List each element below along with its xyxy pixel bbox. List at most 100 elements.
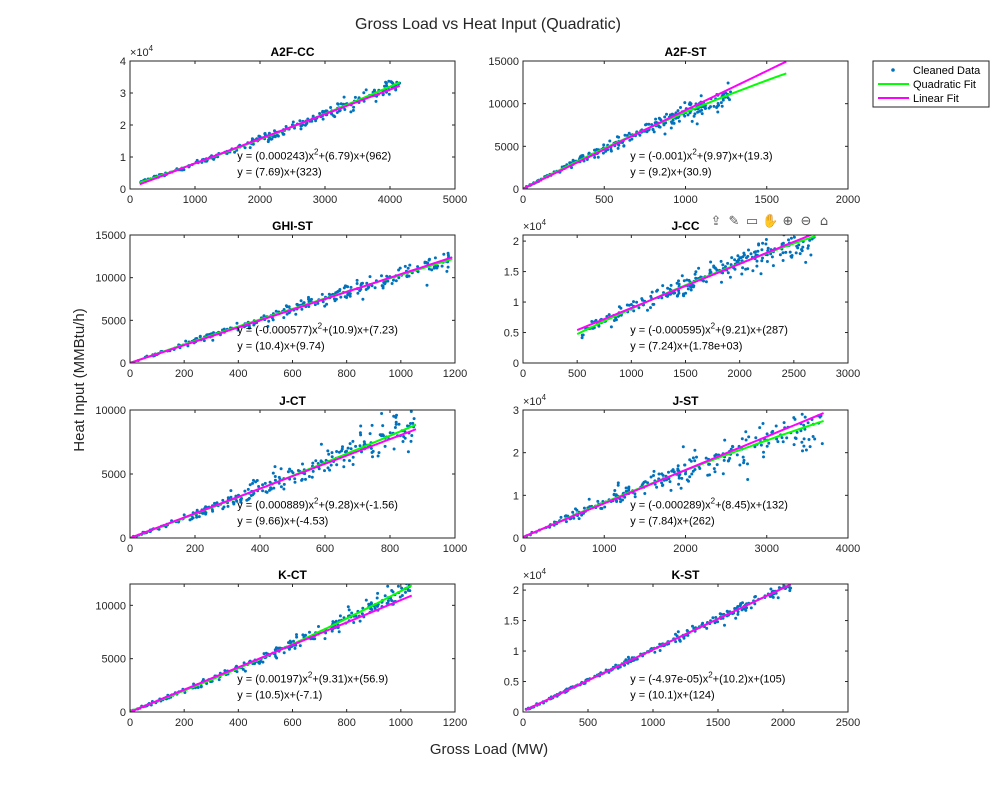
data-point xyxy=(250,137,254,141)
data-point xyxy=(282,316,286,320)
data-point xyxy=(394,420,398,424)
data-point xyxy=(744,430,748,434)
data-point xyxy=(370,423,374,427)
data-point xyxy=(201,511,205,515)
data-point xyxy=(575,508,579,512)
legend-label-cleaned-data: Cleaned Data xyxy=(913,65,981,77)
datatip-icon[interactable]: ▭ xyxy=(745,214,759,229)
data-point xyxy=(211,509,215,513)
data-point xyxy=(359,283,363,287)
home-icon[interactable]: ⌂ xyxy=(819,214,829,229)
data-point xyxy=(676,109,680,113)
data-point xyxy=(375,596,379,600)
data-point xyxy=(696,110,700,114)
x-tick-label: 2000 xyxy=(727,368,751,380)
data-point xyxy=(292,639,295,643)
y-tick-label: 0 xyxy=(120,184,126,196)
data-point xyxy=(395,413,398,417)
data-point xyxy=(676,467,680,471)
x-tick-label: 0 xyxy=(520,194,526,206)
data-point xyxy=(339,102,343,106)
data-point xyxy=(595,148,599,151)
x-tick-label: 600 xyxy=(283,717,301,729)
data-point xyxy=(686,113,690,117)
data-point xyxy=(261,483,265,487)
data-point xyxy=(800,440,804,444)
data-point xyxy=(215,501,219,505)
pan-icon[interactable]: ✋ xyxy=(762,214,779,229)
data-point xyxy=(687,479,690,483)
data-point xyxy=(719,101,723,105)
linear-equation: y = (10.1)x+(124) xyxy=(630,690,714,702)
data-point xyxy=(749,252,753,256)
y-tick-label: 3 xyxy=(120,88,126,100)
data-point xyxy=(195,158,199,162)
data-point xyxy=(272,486,276,490)
data-point xyxy=(736,254,740,258)
data-point xyxy=(649,475,653,479)
data-point xyxy=(195,515,199,519)
data-point xyxy=(295,635,299,639)
data-point xyxy=(714,616,718,619)
brush-icon[interactable]: ✎ xyxy=(728,214,740,229)
data-point xyxy=(221,507,225,511)
data-point xyxy=(217,678,221,682)
data-point xyxy=(628,138,632,142)
data-point xyxy=(738,463,742,467)
data-point xyxy=(614,318,618,322)
data-point xyxy=(762,450,765,454)
data-point xyxy=(335,463,339,467)
data-point xyxy=(746,267,750,271)
data-point xyxy=(212,331,215,335)
zoom-out-icon[interactable]: ⊖ xyxy=(800,214,812,229)
data-point xyxy=(380,274,383,278)
linear-equation: y = (10.4)x+(9.74) xyxy=(237,341,324,353)
data-point xyxy=(313,637,317,641)
data-point xyxy=(433,256,437,260)
data-point xyxy=(683,101,687,105)
data-point xyxy=(655,289,659,293)
data-point xyxy=(753,445,757,449)
data-point xyxy=(794,437,798,440)
data-point xyxy=(235,321,239,325)
data-point xyxy=(235,670,239,674)
data-point xyxy=(681,293,685,297)
data-point xyxy=(406,266,410,270)
data-point xyxy=(774,424,778,428)
data-point xyxy=(627,303,631,307)
data-point xyxy=(674,640,678,644)
axes-toolbar[interactable]: ⇪ ✎ ▭ ✋ ⊕ ⊖ ⌂ xyxy=(708,214,832,230)
data-point xyxy=(374,99,378,103)
y-tick-label: 0 xyxy=(120,533,126,545)
data-point xyxy=(261,660,265,664)
data-point xyxy=(715,268,719,272)
data-point xyxy=(770,255,774,259)
data-point xyxy=(351,455,355,459)
data-point xyxy=(355,282,359,285)
y-tick-label: 1 xyxy=(513,646,519,658)
legend[interactable]: Cleaned Data Quadratic Fit Linear Fit xyxy=(872,60,990,108)
data-point xyxy=(660,481,664,485)
data-point xyxy=(369,446,373,450)
data-point xyxy=(678,638,682,642)
data-point xyxy=(196,686,200,689)
data-point xyxy=(646,481,650,485)
zoom-in-icon[interactable]: ⊕ xyxy=(782,214,794,229)
x-tick-label: 0 xyxy=(127,194,133,206)
data-point xyxy=(348,292,352,296)
data-point xyxy=(625,134,629,137)
export-icon[interactable]: ⇪ xyxy=(710,214,722,229)
data-point xyxy=(318,112,322,115)
data-point xyxy=(349,447,353,451)
data-point xyxy=(348,442,352,446)
data-point xyxy=(645,122,649,126)
data-point xyxy=(355,278,359,282)
quadratic-equation: y = (-0.001)x2+(9.97)x+(19.3) xyxy=(630,148,772,163)
data-point xyxy=(274,309,278,313)
data-point xyxy=(802,437,806,441)
legend-label-linear-fit: Linear Fit xyxy=(913,93,959,105)
data-point xyxy=(380,284,384,288)
data-point xyxy=(248,146,252,150)
data-point xyxy=(603,505,607,509)
data-point xyxy=(319,459,323,463)
